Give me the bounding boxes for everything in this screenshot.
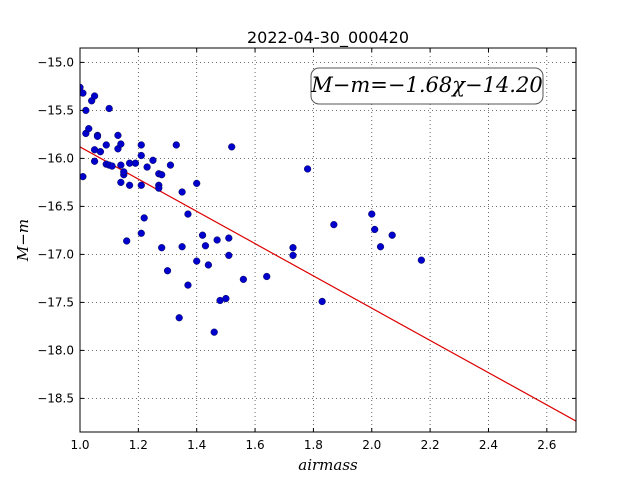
data-point — [108, 162, 116, 170]
data-point — [80, 89, 87, 97]
y-tick-label: −16.5 — [37, 199, 74, 213]
data-point — [117, 140, 125, 148]
data-point — [388, 231, 396, 239]
data-point — [213, 236, 221, 244]
data-point — [368, 210, 376, 218]
data-point — [137, 141, 145, 149]
data-point — [166, 161, 175, 169]
x-tick-label: 2.4 — [479, 438, 498, 452]
fit-annotation: M−m=−1.68χ−14.20 — [310, 67, 544, 105]
data-point — [210, 328, 218, 336]
data-point — [371, 225, 379, 234]
data-point — [289, 244, 297, 252]
data-point — [85, 125, 93, 133]
data-point — [120, 168, 128, 176]
annotation-text: M−m=−1.68χ−14.20 — [310, 73, 542, 97]
data-point — [102, 141, 110, 149]
data-point — [155, 184, 163, 192]
x-axis-label: airmass — [298, 456, 358, 474]
data-point — [225, 251, 233, 259]
data-point — [193, 257, 201, 265]
data-point — [318, 297, 326, 306]
x-tick-label: 1.8 — [304, 438, 323, 452]
y-tick-label: −17.5 — [37, 295, 74, 309]
data-point — [80, 83, 84, 91]
data-point — [90, 157, 99, 165]
data-point — [93, 132, 102, 140]
data-point — [263, 272, 271, 281]
x-tick-label: 1.6 — [246, 438, 265, 452]
fit-line — [80, 146, 576, 422]
data-point — [126, 181, 134, 189]
data-point — [158, 171, 166, 179]
data-point — [289, 251, 297, 259]
data-point — [158, 244, 166, 252]
y-tick-label: −18.5 — [37, 391, 74, 405]
y-tick-label: −15.5 — [37, 103, 74, 117]
data-point — [184, 281, 192, 289]
data-point — [178, 243, 186, 251]
data-point — [149, 156, 157, 164]
data-point — [143, 163, 151, 171]
plot-area — [80, 48, 576, 432]
y-tick-label: −17.0 — [37, 247, 74, 261]
x-axis: 1.0 1.2 1.4 1.6 1.8 2.0 2.2 2.4 2.6 — [70, 48, 556, 452]
data-point — [80, 173, 87, 181]
grid-lines — [79, 48, 576, 432]
data-point — [193, 179, 201, 187]
data-point — [376, 243, 385, 251]
data-point — [222, 294, 230, 303]
data-point — [178, 188, 186, 196]
data-point — [204, 261, 212, 269]
data-point — [172, 141, 180, 149]
data-point — [131, 159, 140, 167]
fit-line-layer — [80, 146, 576, 422]
x-tick-label: 2.0 — [362, 438, 381, 452]
data-point — [228, 143, 236, 151]
data-point — [96, 148, 105, 156]
y-axis: −15.0 −15.5 −16.0 −16.5 −17.0 −17.5 −18.0 −18.5 — [37, 55, 576, 405]
data-point — [137, 181, 145, 189]
data-point — [140, 214, 148, 222]
y-axis-label: M−m — [14, 219, 32, 262]
annotation-box — [310, 67, 544, 105]
data-point — [90, 92, 99, 100]
data-point — [303, 165, 312, 173]
data-point — [330, 221, 338, 229]
y-tick-label: −16.0 — [37, 151, 74, 165]
data-point — [117, 178, 125, 187]
x-tick-label: 1.4 — [187, 438, 206, 452]
chart-title: 2022-04-30_000420 — [247, 28, 409, 48]
data-point — [201, 242, 210, 250]
data-point — [225, 234, 233, 242]
data-point — [137, 151, 145, 160]
x-tick-label: 2.2 — [421, 438, 440, 452]
data-point — [417, 256, 425, 264]
data-points — [80, 83, 425, 336]
data-point — [105, 104, 113, 113]
data-point — [175, 314, 183, 322]
data-point — [198, 231, 207, 239]
y-tick-label: −15.0 — [37, 55, 74, 69]
y-tick-label: −18.0 — [37, 343, 74, 357]
x-tick-label: 2.6 — [537, 438, 556, 452]
data-point — [239, 275, 247, 283]
data-point — [163, 267, 172, 275]
x-tick-label: 1.2 — [129, 438, 148, 452]
data-point — [123, 237, 131, 245]
data-point — [137, 229, 145, 237]
data-point — [117, 161, 125, 169]
data-point — [114, 131, 122, 139]
x-tick-label: 1.0 — [70, 438, 89, 452]
data-point — [184, 210, 192, 218]
plot-frame — [79, 47, 577, 433]
